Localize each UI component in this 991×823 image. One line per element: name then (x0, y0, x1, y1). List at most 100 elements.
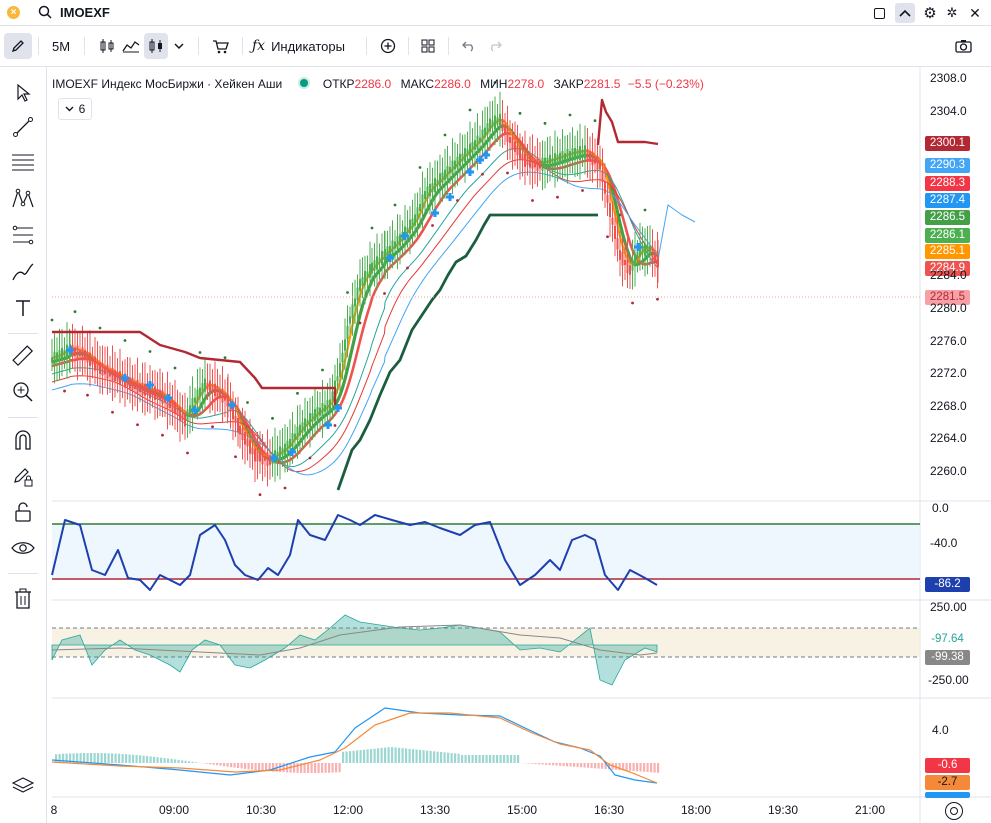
candle-body (296, 426, 299, 441)
interval-button[interactable]: 5M (51, 38, 71, 54)
layout-grid-icon[interactable] (416, 33, 440, 59)
macd-histogram-bar (251, 763, 254, 770)
cursor-icon[interactable] (8, 78, 38, 108)
redo-icon[interactable] (484, 33, 506, 59)
candle-body (216, 385, 219, 398)
candle-body (479, 137, 481, 143)
candle-body (111, 367, 114, 381)
pattern-icon[interactable] (8, 184, 38, 214)
candle-body (209, 380, 211, 395)
candle-body (116, 371, 119, 382)
price-axis-label: 2268.0 (930, 399, 967, 413)
camera-icon[interactable] (950, 33, 976, 59)
candle-body (146, 386, 149, 396)
macd-histogram-bar (118, 753, 121, 763)
add-circle-icon[interactable] (376, 33, 400, 59)
eye-icon[interactable] (8, 533, 38, 563)
macd-histogram-bar (510, 755, 513, 763)
brush-icon[interactable] (8, 257, 38, 287)
candle-body (319, 407, 321, 416)
signal-marker (468, 108, 472, 112)
zoom-in-icon[interactable] (8, 377, 38, 407)
macd-histogram-bar (338, 763, 341, 773)
candle-body (151, 389, 154, 396)
macd-histogram-bar (324, 763, 327, 773)
candle-body (631, 259, 634, 271)
macd-histogram-bar (359, 750, 362, 763)
maximize-icon[interactable] (869, 3, 889, 23)
change-value: −5.5 (−0.23%) (627, 77, 704, 91)
heikin-ashi-icon[interactable] (144, 33, 168, 59)
indicators-button[interactable]: ƒx Индикаторы (252, 33, 356, 59)
trash-icon[interactable] (8, 584, 38, 614)
lock-icon[interactable] (8, 497, 38, 527)
signal-marker (308, 456, 312, 460)
layers-icon[interactable] (8, 771, 38, 801)
macd-histogram-bar (475, 755, 478, 763)
candle-body (221, 388, 224, 403)
macd-histogram-bar (415, 749, 418, 763)
ruler-icon[interactable] (8, 341, 38, 371)
lock-drawing-icon[interactable] (8, 461, 38, 491)
search-icon[interactable] (38, 5, 52, 19)
indicator-count: 6 (78, 102, 86, 116)
gear-icon[interactable]: ⚙ (923, 5, 937, 22)
horizontal-lines-icon[interactable] (8, 147, 38, 177)
symbol-name[interactable]: IMOEXF (60, 5, 110, 20)
macd-histogram-bar (125, 754, 128, 763)
candle-body (269, 455, 271, 465)
osc2-axis-label: -250.00 (928, 673, 969, 687)
signal-marker (271, 416, 274, 420)
cart-icon[interactable] (208, 33, 232, 59)
macd-histogram-bar (457, 753, 460, 763)
macd-histogram-bar (562, 763, 565, 767)
close-icon[interactable]: ✕ (969, 4, 981, 21)
candle-body (586, 148, 589, 160)
candle-body (646, 244, 649, 256)
trend-line-icon[interactable] (8, 112, 38, 142)
macd-histogram-bar (503, 755, 506, 763)
open-value: 2286.0 (354, 77, 392, 91)
area-chart-icon[interactable] (120, 33, 142, 59)
bug-icon[interactable]: ✲ (946, 5, 958, 20)
signal-marker (531, 199, 534, 202)
signal-marker (383, 292, 386, 295)
macd-histogram-bar (450, 753, 453, 763)
osc1-band (52, 524, 920, 579)
candle-body (181, 413, 184, 421)
candle-body (581, 149, 584, 156)
macd-histogram-bar (93, 753, 96, 763)
settings-icon[interactable] (945, 802, 963, 820)
candle-body (99, 362, 101, 374)
text-icon[interactable] (8, 293, 38, 323)
collapse-up-icon[interactable] (895, 3, 915, 23)
candle-body (66, 344, 68, 359)
candle-body (554, 153, 556, 167)
candle-body (454, 160, 456, 170)
undo-icon[interactable] (458, 33, 480, 59)
macd-histogram-bar (237, 763, 240, 769)
indicators-toggle[interactable]: 6 (58, 98, 92, 120)
macd-histogram-bar (384, 747, 387, 763)
magnet-icon[interactable] (8, 425, 38, 455)
candle-body (394, 241, 396, 249)
candle-body (561, 151, 564, 164)
candle-body (179, 407, 181, 421)
chevron-down-icon[interactable] (170, 33, 188, 59)
prediction-icon[interactable] (8, 220, 38, 250)
price-tag: 2288.3 (925, 176, 970, 191)
signal-marker (258, 493, 262, 497)
close-circle-icon[interactable]: × (7, 6, 20, 19)
macd-histogram-bar (478, 755, 481, 763)
candle-body (63, 349, 66, 357)
candle-body (559, 152, 561, 164)
macd-histogram-bar (142, 755, 145, 763)
candle-body (279, 446, 281, 461)
candles-icon[interactable] (96, 33, 118, 59)
macd-histogram-bar (90, 753, 93, 763)
pencil-icon[interactable] (4, 33, 32, 59)
macd-histogram-bar (496, 755, 499, 763)
macd-histogram-bar (492, 755, 495, 763)
price-axis-label: 2284.0 (930, 268, 967, 282)
